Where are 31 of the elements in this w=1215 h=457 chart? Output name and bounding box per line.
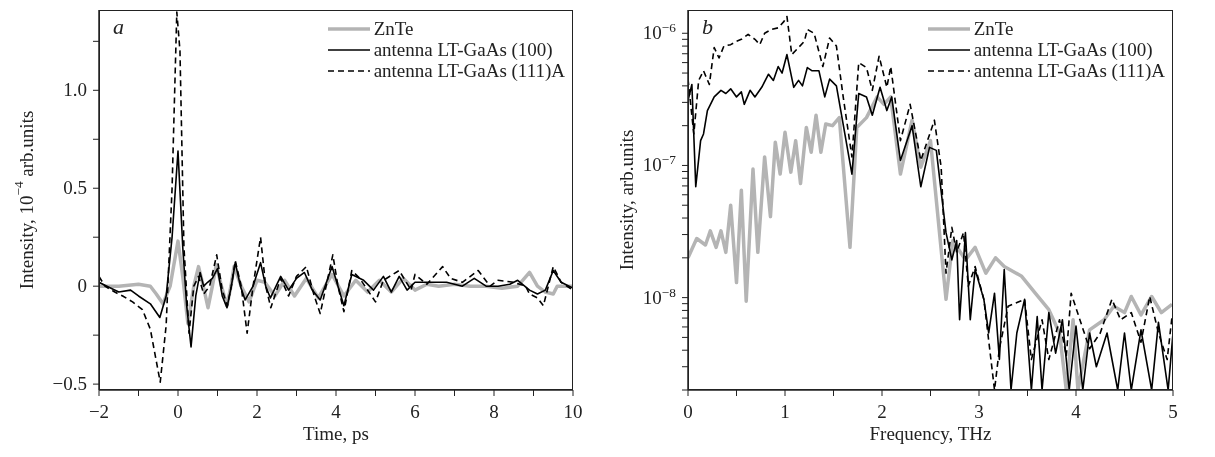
legend-label: antenna LT-GaAs (111)A	[373, 60, 565, 81]
x-tick-label: 1	[780, 401, 790, 422]
annotation: a	[113, 14, 124, 40]
y-axis-title: Intensity, arb.units	[615, 129, 637, 271]
x-tick-label: 5	[1168, 401, 1178, 422]
y-tick-label: 10$^{−7}$	[642, 151, 677, 176]
legend-label: ZnTe	[973, 18, 1014, 39]
y-tick-label: −0.5	[52, 373, 87, 395]
x-tick-label: 3	[974, 401, 984, 422]
legend-label: antenna LT-GaAs (100)	[373, 39, 553, 60]
y-tick-label: 1.0	[63, 79, 87, 101]
legend-label: antenna LT-GaAs (100)	[973, 39, 1153, 60]
legend-label: antenna LT-GaAs (111)A	[973, 60, 1165, 81]
x-tick-label: 0	[683, 401, 693, 422]
x-tick-label: 2	[252, 401, 262, 422]
x-tick-label: 2	[877, 401, 887, 422]
legend-label: ZnTe	[373, 18, 414, 39]
y-tick-label: 0	[77, 275, 87, 297]
annotation: b	[702, 14, 713, 40]
x-axis-title: Time, ps	[303, 423, 369, 444]
x-tick-label: 0	[173, 401, 183, 422]
x-tick-label: 4	[1071, 401, 1082, 422]
x-axis-title: Frequency, THz	[869, 423, 992, 444]
y-tick-label: 10$^{−6}$	[642, 19, 677, 44]
x-tick-label: 8	[489, 401, 499, 422]
y-tick-label: 10$^{−8}$	[642, 284, 677, 308]
x-tick-label: 4	[331, 401, 342, 422]
y-tick-label: 0.5	[63, 177, 87, 199]
x-tick-label: −2	[88, 401, 110, 422]
x-tick-label: 6	[410, 401, 420, 422]
x-tick-label: 10	[563, 401, 583, 422]
